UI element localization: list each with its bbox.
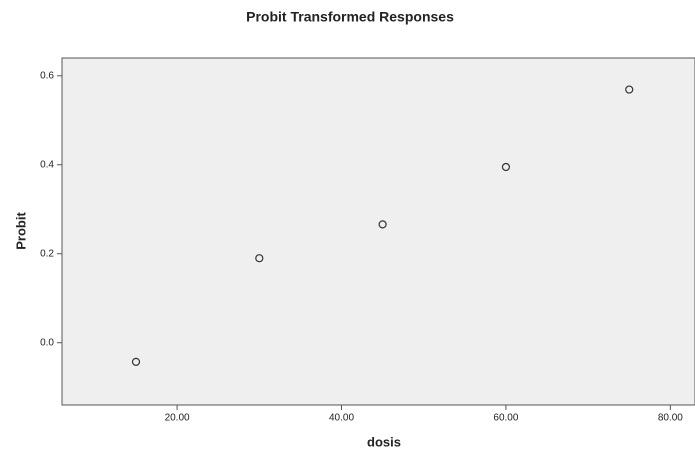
- plot-area: [61, 57, 695, 406]
- point: [255, 254, 264, 263]
- x-tick-label: 60.00: [493, 413, 518, 424]
- y-tick-label: 0.4: [40, 159, 54, 170]
- y-axis-title: Probit: [13, 212, 28, 250]
- point: [625, 85, 634, 94]
- y-tick-label: 0.6: [40, 70, 54, 81]
- x-tick-label: 20.00: [165, 413, 190, 424]
- y-tick-label: 0.0: [40, 337, 54, 348]
- x-axis-title: dosis: [367, 434, 401, 449]
- point: [501, 162, 511, 172]
- x-tick-label: 80.00: [658, 413, 683, 424]
- y-tick-label: 0.2: [40, 248, 54, 259]
- point: [131, 357, 141, 366]
- x-tick-label: 40.00: [329, 413, 354, 424]
- point: [378, 220, 387, 229]
- chart-title: Probit Transformed Responses: [246, 9, 454, 25]
